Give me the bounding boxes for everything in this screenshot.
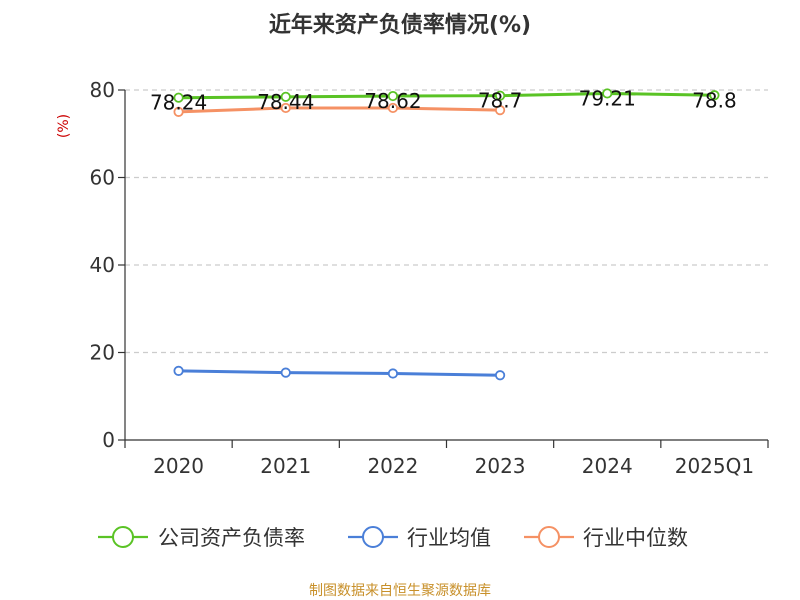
data-point[interactable] [494,370,506,381]
x-tick-label: 2022 [367,454,418,478]
legend-label: 公司资产负债率 [158,526,305,550]
x-tick-label: 2023 [475,454,526,478]
legend-label: 行业中位数 [583,526,688,550]
data-point[interactable] [280,91,291,102]
x-tick-label: 2020 [153,454,204,478]
series-line-1 [178,369,501,377]
y-axis-unit-label: (%) [56,114,72,138]
data-point[interactable] [494,105,506,116]
y-tick-label: 80 [90,78,115,102]
y-tick-label: 60 [90,166,115,190]
y-tick-label: 40 [90,253,115,277]
y-tick-label: 0 [102,428,115,452]
series-layer [173,88,720,381]
data-point[interactable] [173,365,184,376]
data-label: 78.44 [257,90,314,114]
data-point[interactable] [173,106,184,117]
data-label: 79.21 [579,86,636,110]
grid-layer [125,89,768,354]
data-point[interactable] [387,102,399,114]
data-label: 78.24 [150,91,207,115]
legend-item-0[interactable]: 公司资产负债率 [98,526,305,550]
legend[interactable]: 公司资产负债率 行业均值 行业中位数 [98,526,688,550]
data-point[interactable] [387,90,399,102]
legend-marker [112,526,134,548]
chart-title: 近年来资产负债率情况(%) [269,12,531,38]
y-tick-label: 20 [90,341,115,365]
series-line-0 [178,91,715,100]
data-point[interactable] [494,90,506,101]
source-note: 制图数据来自恒生聚源数据库 [309,583,491,599]
x-tick-label: 2025Q1 [675,454,754,478]
data-point[interactable] [602,88,613,99]
data-label: 78.7 [478,89,523,113]
series-line-2 [178,106,501,114]
x-tick-label: 2021 [260,454,311,478]
legend-marker [538,526,560,548]
data-label: 78.62 [364,89,421,113]
data-label-layer: 78.24 78.44 78.62 78.7 79.21 78.8 [150,86,737,114]
data-point[interactable] [173,92,184,103]
x-tick-label: 2024 [582,454,633,478]
data-point[interactable] [387,368,399,379]
data-point[interactable] [280,102,291,114]
data-label: 78.8 [692,88,737,112]
data-point[interactable] [280,367,291,378]
data-point[interactable] [709,90,720,101]
legend-item-1[interactable]: 行业均值 [348,526,491,550]
legend-item-2[interactable]: 行业中位数 [524,526,688,550]
axis-layer: 0 20 40 60 80 2020 2021 2022 2023 2024 2025Q1 [90,78,769,478]
legend-marker [362,526,384,548]
legend-label: 行业均值 [407,526,491,550]
